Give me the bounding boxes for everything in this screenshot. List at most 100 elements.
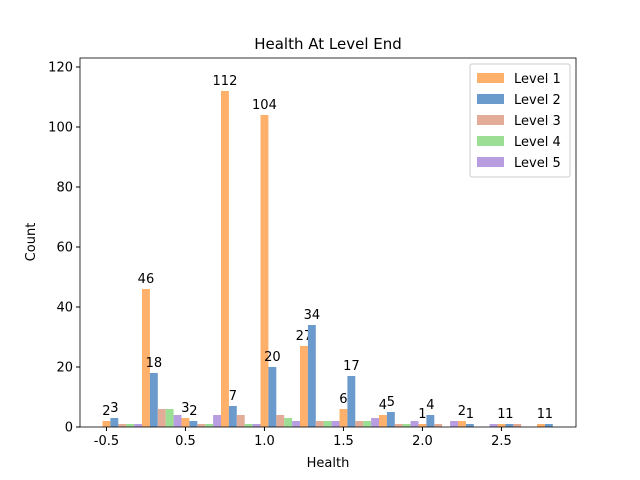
bar xyxy=(118,424,127,427)
bar xyxy=(110,418,119,427)
bar xyxy=(300,346,308,427)
chart-title: Health At Level End xyxy=(254,35,402,53)
legend-box xyxy=(469,63,571,178)
bar xyxy=(268,367,277,427)
bar xyxy=(410,421,419,427)
bar xyxy=(244,424,253,427)
data-label: 6 xyxy=(339,392,347,407)
bar xyxy=(228,406,237,427)
y-tick-label: 60 xyxy=(56,241,73,256)
data-label: 18 xyxy=(146,356,163,371)
bar xyxy=(134,424,142,427)
data-label: 4 xyxy=(379,398,387,413)
x-tick-label: 2.5 xyxy=(491,434,512,449)
bar xyxy=(458,421,466,427)
y-tick-label: 100 xyxy=(48,121,73,136)
legend-label: Level 3 xyxy=(514,114,561,129)
data-label: 5 xyxy=(387,395,395,410)
x-axis-label: Health xyxy=(307,456,350,471)
bar xyxy=(165,409,174,427)
bar xyxy=(355,421,364,427)
x-tick-label: -0.5 xyxy=(94,434,119,449)
data-label: 1 xyxy=(537,407,545,422)
data-label: 34 xyxy=(304,308,321,323)
legend-label: Level 5 xyxy=(514,156,561,171)
data-label: 1 xyxy=(466,407,474,422)
y-tick-label: 120 xyxy=(48,61,73,76)
bar xyxy=(505,424,514,427)
bar xyxy=(221,91,229,427)
x-tick-label: 0.5 xyxy=(175,434,196,449)
bar xyxy=(339,409,348,427)
bar xyxy=(284,418,293,427)
bar xyxy=(307,325,316,427)
bar xyxy=(102,421,111,427)
y-axis-label: Count xyxy=(24,223,39,262)
bar xyxy=(402,424,411,427)
bar xyxy=(386,412,395,427)
bar xyxy=(465,424,474,427)
y-tick-label: 80 xyxy=(56,181,73,196)
data-label: 3 xyxy=(181,401,189,416)
data-label: 104 xyxy=(252,98,277,113)
data-label: 1 xyxy=(418,407,426,422)
bar xyxy=(149,373,158,427)
bar xyxy=(371,418,379,427)
data-label: 1 xyxy=(497,407,505,422)
bar xyxy=(189,421,198,427)
y-tick-label: 0 xyxy=(65,421,73,436)
bar xyxy=(331,421,340,427)
data-label: 3 xyxy=(110,401,118,416)
data-label: 112 xyxy=(213,74,238,89)
bar xyxy=(323,421,332,427)
bar xyxy=(157,409,166,427)
bar xyxy=(434,424,443,427)
data-label: 2 xyxy=(458,404,466,419)
legend-swatch xyxy=(477,94,504,104)
bar xyxy=(537,424,545,427)
bar xyxy=(418,424,427,427)
y-tick-label: 20 xyxy=(56,361,73,376)
data-label: 2 xyxy=(102,404,110,419)
bar xyxy=(126,424,135,427)
bar xyxy=(181,418,190,427)
data-label: 1 xyxy=(545,407,553,422)
bar xyxy=(236,415,245,427)
y-tick-label: 40 xyxy=(56,301,73,316)
bar xyxy=(489,424,498,427)
bar xyxy=(347,376,356,427)
bar xyxy=(252,424,261,427)
data-label: 2 xyxy=(189,404,197,419)
plot-frame xyxy=(79,57,577,428)
bar xyxy=(205,424,214,427)
legend-swatch xyxy=(477,136,504,146)
bar xyxy=(497,424,506,427)
legend-swatch xyxy=(477,157,504,167)
legend-swatch xyxy=(477,73,504,83)
bar xyxy=(544,424,553,427)
bar xyxy=(276,415,285,427)
legend-swatch xyxy=(477,115,504,125)
data-label: 7 xyxy=(229,389,237,404)
x-tick-label: 1.0 xyxy=(254,434,275,449)
bar xyxy=(513,424,522,427)
bar xyxy=(173,415,182,427)
legend-label: Level 2 xyxy=(514,93,561,108)
bar xyxy=(197,424,206,427)
legend-label: Level 4 xyxy=(514,135,561,150)
bar xyxy=(363,421,372,427)
bar xyxy=(450,421,458,427)
bar xyxy=(142,289,150,427)
bar xyxy=(315,421,324,427)
data-label: 20 xyxy=(264,350,281,365)
bar xyxy=(426,415,435,427)
data-label: 17 xyxy=(343,359,360,374)
data-label: 4 xyxy=(426,398,434,413)
bar xyxy=(379,415,387,427)
data-label: 1 xyxy=(505,407,513,422)
bar xyxy=(394,424,403,427)
bar xyxy=(213,415,221,427)
x-tick-label: 2.0 xyxy=(412,434,433,449)
legend-label: Level 1 xyxy=(514,72,561,87)
